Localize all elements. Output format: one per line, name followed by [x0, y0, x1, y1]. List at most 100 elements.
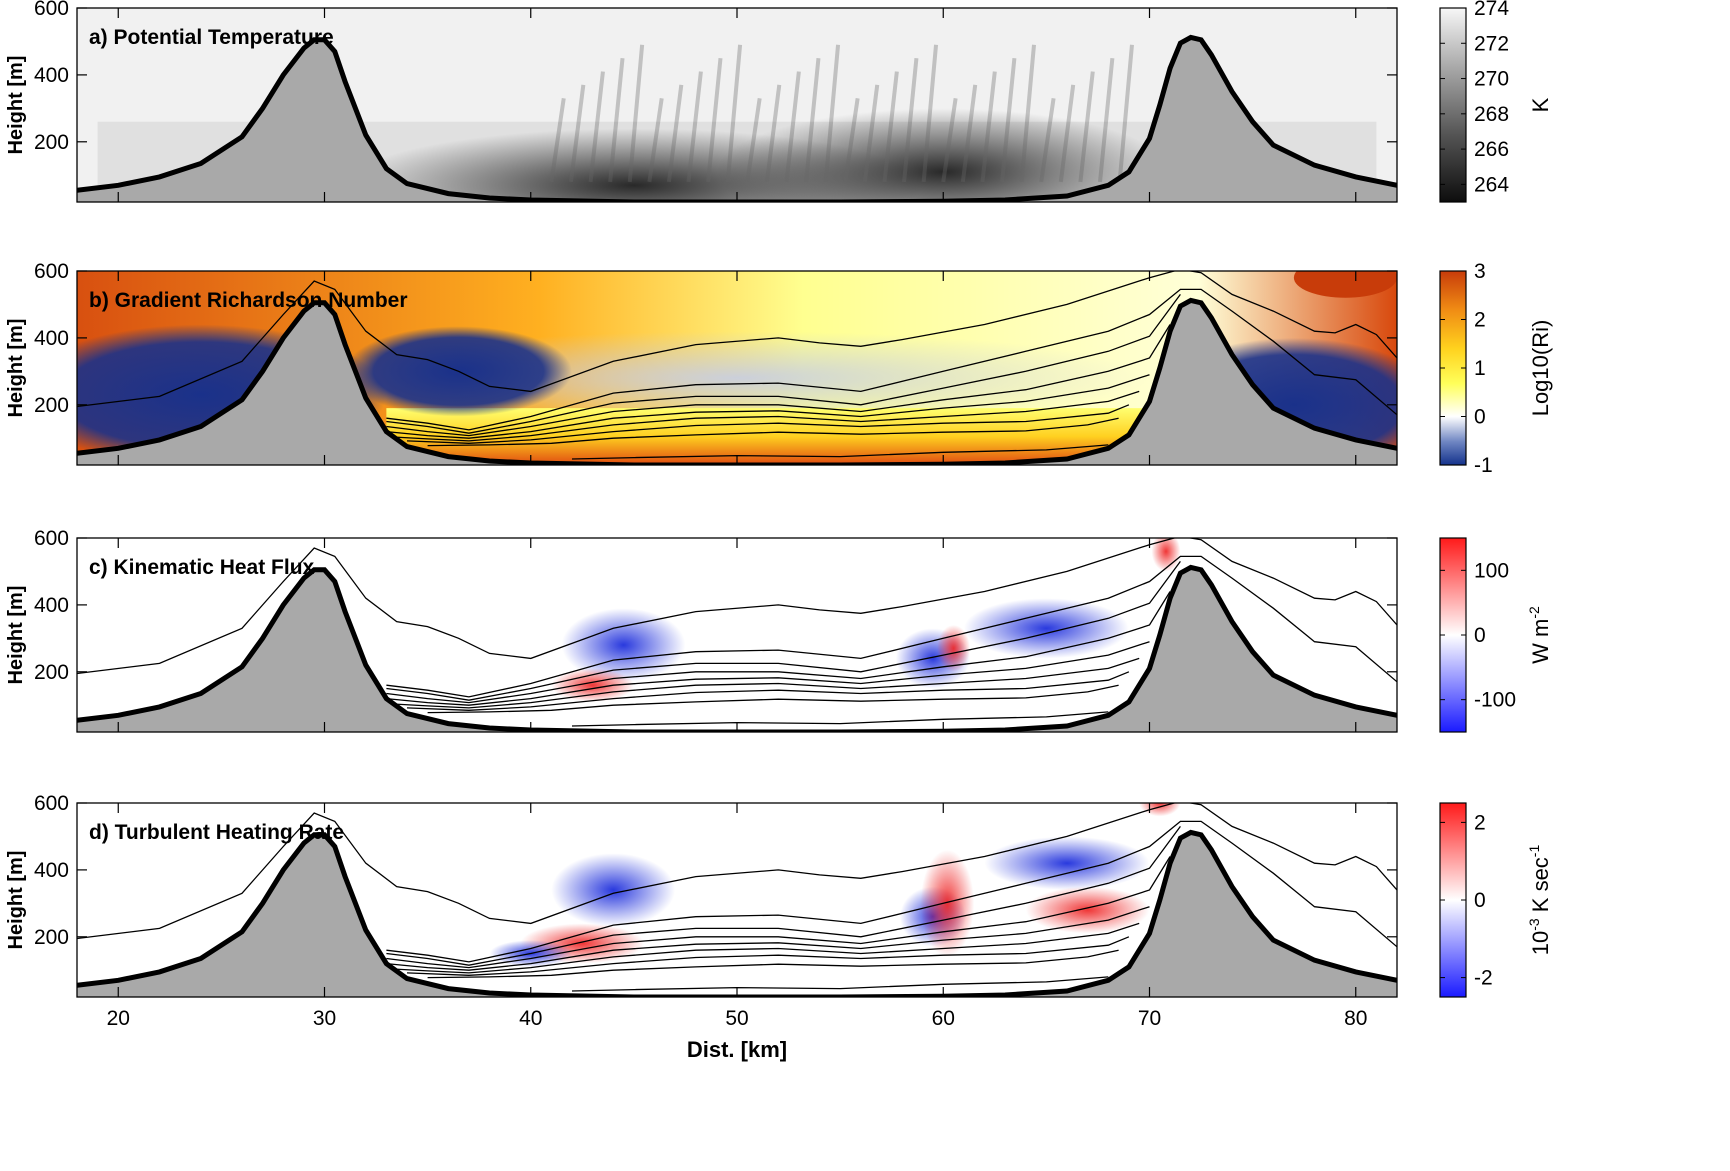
isentrope-2 — [386, 561, 1181, 701]
ytick-label: 400 — [34, 327, 69, 350]
isentrope-8 — [571, 711, 1109, 727]
ytick-label: 600 — [34, 0, 69, 20]
isentrope-0 — [77, 803, 1397, 940]
isentrope-4 — [386, 374, 1150, 439]
isentrope-7 — [427, 417, 1119, 447]
ytick-label: 400 — [34, 64, 69, 87]
ytick-label: 400 — [34, 594, 69, 617]
isentrope-8 — [571, 444, 1109, 460]
colorbar-tick-label: 264 — [1474, 173, 1509, 196]
colorbar-tick-label: 268 — [1474, 103, 1509, 126]
isentrope-1 — [386, 288, 1397, 431]
colorbar-tick-label: 2 — [1474, 811, 1486, 834]
isentrope-5 — [386, 390, 1140, 442]
cooling-blob-4 — [963, 598, 1129, 659]
isentrope-7 — [427, 684, 1119, 714]
ytick-label: 600 — [34, 792, 69, 815]
panel-title: a) Potential Temperature — [89, 26, 334, 49]
isentrope-3 — [386, 324, 1171, 437]
y-axis-label: Height [m] — [5, 586, 27, 685]
terrain-edge — [77, 297, 1397, 465]
colorbar — [1439, 7, 1467, 203]
colorbar-tick-label: 270 — [1474, 68, 1509, 91]
y-axis-label: Height [m] — [5, 319, 27, 418]
xtick-label: 40 — [519, 1007, 542, 1030]
cooling-blob-0 — [551, 853, 676, 927]
isentrope-2 — [386, 294, 1181, 434]
isentrope-4 — [386, 906, 1150, 971]
terrain — [77, 832, 1397, 997]
colorbar-tick-label: -1 — [1474, 454, 1493, 477]
colorbar-tick-label: 274 — [1474, 0, 1509, 20]
x-axis-label: Dist. [km] — [687, 1037, 787, 1062]
cold-pool-east — [716, 108, 1171, 202]
xtick-label: 70 — [1138, 1007, 1161, 1030]
panel-title: c) Kinematic Heat Flux — [89, 556, 315, 579]
colorbar-tick-label: -2 — [1474, 967, 1493, 990]
panel-a: 200 400 600 Height [m] a) Potential Temperat… — [5, 0, 1553, 203]
isentrope-1 — [386, 555, 1397, 698]
isentrope-3 — [386, 591, 1171, 704]
ytick-label: 200 — [34, 131, 69, 154]
ytick-label: 200 — [34, 926, 69, 949]
isentrope-8 — [571, 976, 1109, 992]
isentrope-0 — [77, 271, 1397, 408]
panel-title: b) Gradient Richardson Number — [89, 289, 408, 312]
field-layer — [77, 803, 1397, 997]
panel-title: d) Turbulent Heating Rate — [89, 821, 344, 844]
isentrope-7 — [427, 949, 1119, 979]
colorbar-tick-label: 1 — [1474, 357, 1486, 380]
field-layer — [77, 8, 1397, 202]
ri-red-top — [1293, 271, 1397, 298]
isentrope-6 — [406, 671, 1130, 711]
ytick-label: 400 — [34, 859, 69, 882]
field-layer — [77, 271, 1397, 465]
ytick-label: 200 — [34, 394, 69, 417]
terrain — [77, 567, 1397, 732]
heating-blob-3 — [937, 624, 971, 672]
isentrope-6 — [406, 404, 1130, 444]
cooling-blob-5 — [984, 836, 1150, 890]
colorbar-tick-label: 2 — [1474, 309, 1486, 332]
isentrope-6 — [406, 936, 1130, 976]
heating-blob-6 — [1025, 886, 1150, 934]
colorbar-label: W m-2 — [1526, 606, 1553, 664]
colorbar-tick-label: 100 — [1474, 559, 1509, 582]
isentrope-1 — [386, 820, 1397, 963]
xtick-label: 50 — [725, 1007, 748, 1030]
colorbar-tick-label: -100 — [1474, 689, 1516, 712]
isentrope-2 — [386, 826, 1181, 966]
colorbar-label: K — [1528, 97, 1553, 112]
xtick-label: 60 — [932, 1007, 955, 1030]
ytick-label: 600 — [34, 527, 69, 550]
terrain-edge — [77, 564, 1397, 732]
xtick-label: 80 — [1344, 1007, 1367, 1030]
colorbar-tick-label: 0 — [1474, 624, 1486, 647]
panel-c: 200 400 600 Height [m] c) Kinematic Heat Flu… — [5, 527, 1553, 733]
colorbar-label: Log10(Ri) — [1528, 320, 1553, 417]
panel-b: 200 400 600 Height [m] b) Gradient Richardso… — [5, 260, 1553, 477]
colorbar-tick-label: 3 — [1474, 260, 1486, 283]
heating-blob-1 — [551, 668, 634, 702]
colorbar-tick-label: 0 — [1474, 406, 1486, 429]
field-layer — [77, 538, 1397, 732]
terrain-edge — [77, 34, 1397, 202]
ytick-label: 200 — [34, 661, 69, 684]
colorbar-tick-label: 0 — [1474, 889, 1486, 912]
xtick-label: 20 — [107, 1007, 130, 1030]
y-axis-label: Height [m] — [5, 851, 27, 950]
terrain — [77, 300, 1397, 465]
y-axis-label: Height [m] — [5, 56, 27, 155]
ytick-label: 600 — [34, 260, 69, 283]
heating-blob-5 — [1151, 538, 1181, 572]
cooling-blob-0 — [561, 608, 686, 682]
colorbar-label: 10-3 K sec-1 — [1526, 845, 1553, 956]
isentrope-3 — [386, 856, 1171, 969]
heating-blob-4 — [920, 849, 975, 957]
isentrope-5 — [386, 657, 1140, 709]
terrain — [77, 37, 1397, 202]
isentrope-0 — [77, 538, 1397, 675]
colorbar-tick-label: 266 — [1474, 138, 1509, 161]
